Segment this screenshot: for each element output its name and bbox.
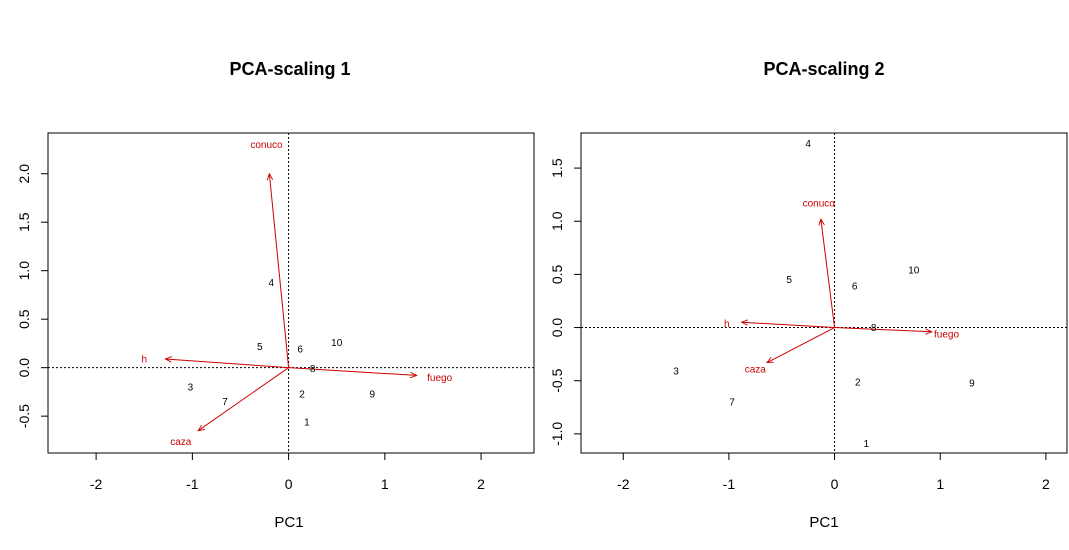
loading-label-conuco: conuco	[250, 140, 283, 151]
site-label: 7	[222, 397, 228, 408]
site-label: 8	[310, 364, 316, 375]
loading-arrow-caza	[198, 367, 289, 431]
site-label: 5	[786, 275, 792, 286]
x-tick-label: -2	[617, 476, 630, 492]
site-label: 8	[871, 323, 877, 334]
y-tick-label: 1.0	[16, 261, 32, 281]
x-axis-label: PC1	[809, 514, 838, 531]
y-tick-label: 0.0	[549, 318, 565, 338]
x-tick-label: 1	[936, 476, 944, 492]
site-label: 2	[299, 389, 305, 400]
site-label: 9	[370, 389, 376, 400]
y-tick-label: 0.5	[16, 309, 32, 329]
loading-label-fuego: fuego	[934, 329, 959, 340]
loading-label-fuego: fuego	[427, 373, 452, 384]
loading-arrow-caza	[767, 327, 835, 363]
y-tick-label: 1.0	[549, 211, 565, 231]
site-label: 6	[852, 282, 858, 293]
plot-area: -2 -1 0 1 2 -0.5 0.0 0.5 1.0 1.5 2.0 conuco h fuego ca…	[16, 133, 534, 492]
loading-label-conuco: conuco	[803, 199, 836, 210]
site-label: 5	[257, 342, 263, 353]
x-axis-label: PC1	[274, 514, 303, 531]
x-tick-label: 2	[477, 476, 485, 492]
y-tick-label: -0.5	[16, 404, 32, 428]
y-tick-label: 0.5	[549, 264, 565, 284]
y-tick-label: -1.0	[549, 422, 565, 446]
loading-label-caza: caza	[745, 365, 767, 376]
chart-title: PCA-scaling 2	[763, 59, 884, 79]
site-label: 1	[304, 417, 310, 428]
loading-label-h: h	[724, 319, 730, 330]
plot-frame	[47, 132, 535, 454]
site-label: 4	[805, 139, 811, 150]
y-tick-label: 1.5	[16, 212, 32, 232]
x-tick-label: -1	[186, 476, 199, 492]
y-tick-label: -0.5	[549, 368, 565, 392]
site-label: 9	[969, 378, 975, 389]
site-label: 1	[863, 439, 869, 450]
plot-frame	[580, 132, 1068, 454]
chart-title: PCA-scaling 1	[229, 59, 350, 79]
y-tick-label: 1.5	[549, 158, 565, 178]
loading-label-caza: caza	[170, 437, 192, 448]
site-label: 3	[188, 383, 194, 394]
loading-arrow-fuego	[288, 367, 417, 376]
pca-scaling-1-panel: PCA-scaling 1 -2 -1 0 1 2 -0.5 0.0 0.5 1.0 1.5 2.0…	[16, 59, 535, 531]
site-label: 2	[855, 377, 861, 388]
site-label: 4	[268, 278, 274, 289]
x-tick-label: 1	[381, 476, 389, 492]
x-tick-label: -1	[723, 476, 736, 492]
site-label: 3	[673, 367, 679, 378]
loading-arrow-h	[742, 322, 835, 329]
x-tick-label: 2	[1042, 476, 1050, 492]
x-tick-label: 0	[285, 476, 293, 492]
loading-arrow-conuco	[269, 174, 290, 368]
plot-area: -2 -1 0 1 2 -1.0 -0.5 0.0 0.5 1.0 1.5 conuco h fuego c…	[549, 133, 1067, 492]
x-tick-label: -2	[90, 476, 103, 492]
site-label: 6	[297, 345, 303, 356]
loading-arrow-fuego	[834, 327, 932, 332]
loading-label-h: h	[141, 354, 147, 365]
loading-arrow-conuco	[821, 219, 836, 328]
site-label: 10	[331, 338, 343, 349]
site-label: 7	[729, 397, 735, 408]
y-tick-label: 2.0	[16, 164, 32, 184]
pca-scaling-2-panel: PCA-scaling 2 -2 -1 0 1 2 -1.0 -0.5 0.0 0.5 1.0 1.…	[549, 59, 1068, 531]
loading-arrow-h	[165, 359, 289, 369]
y-tick-label: 0.0	[16, 358, 32, 378]
site-label: 10	[908, 266, 920, 277]
x-tick-label: 0	[831, 476, 839, 492]
